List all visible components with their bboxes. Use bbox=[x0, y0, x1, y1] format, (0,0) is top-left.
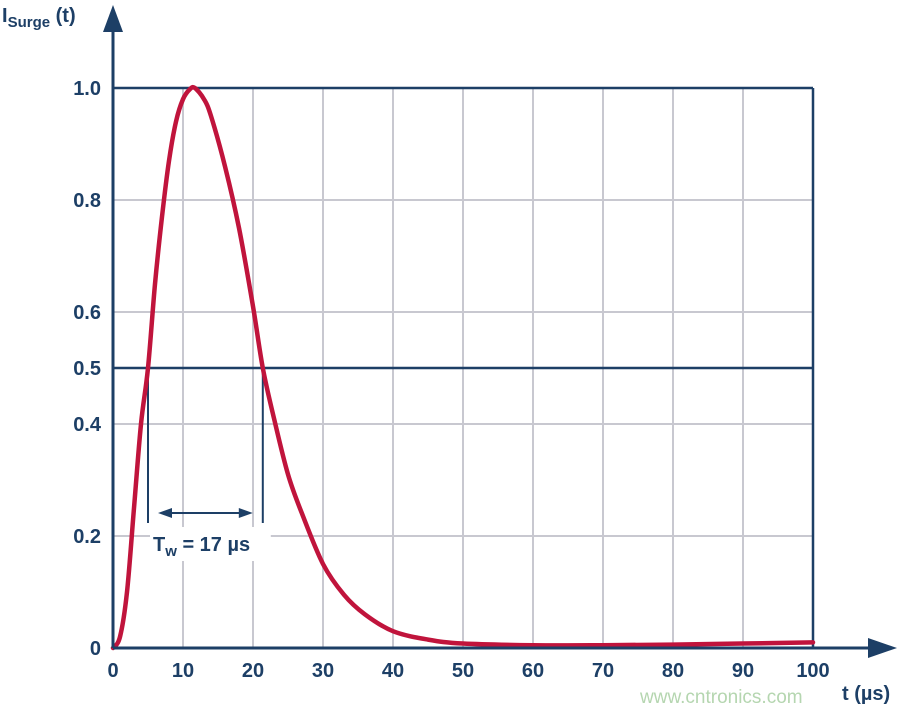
arrow-right-icon bbox=[238, 508, 253, 518]
annotation-label-bg bbox=[150, 527, 271, 561]
x-tick-label: 10 bbox=[172, 660, 194, 682]
x-tick-label: 30 bbox=[312, 660, 334, 682]
x-tick-label: 80 bbox=[662, 660, 684, 682]
watermark: www.cntronics.com bbox=[639, 687, 803, 708]
x-tick-label: 60 bbox=[522, 660, 544, 682]
surge-curve bbox=[110, 84, 816, 651]
y-tick-label: 0.2 bbox=[73, 526, 101, 548]
x-axis-label: t (µs) bbox=[842, 683, 890, 705]
y-axis-label: ISurge (t) bbox=[2, 5, 76, 31]
y-tick-label: 1.0 bbox=[73, 78, 101, 100]
axes bbox=[103, 5, 897, 658]
x-tick-label: 40 bbox=[382, 660, 404, 682]
arrow-left-icon bbox=[158, 508, 172, 518]
y-tick-label: 0.4 bbox=[73, 414, 102, 436]
emphasized-lines bbox=[113, 86, 815, 648]
y-tick-label: 0.8 bbox=[73, 190, 101, 212]
annotation-label: Tw = 17 µs bbox=[153, 534, 250, 560]
y-tick-label: 0 bbox=[90, 638, 101, 660]
y-tick-label: 0.6 bbox=[73, 302, 101, 324]
y-tick-label: 0.5 bbox=[73, 358, 101, 380]
x-tick-label: 50 bbox=[452, 660, 474, 682]
tick-labels: 0 10 20 30 40 50 60 70 80 90 100 0 0.2 0.4 0.5 0.6 0.8 1.… bbox=[73, 78, 830, 682]
x-tick-label: 70 bbox=[592, 660, 614, 682]
x-axis-arrow-icon bbox=[868, 638, 897, 658]
x-tick-label: 20 bbox=[242, 660, 264, 682]
x-tick-label: 0 bbox=[107, 660, 118, 682]
x-tick-label: 90 bbox=[732, 660, 754, 682]
width-annotation: Tw = 17 µs bbox=[147, 368, 271, 561]
x-tick-label: 100 bbox=[796, 660, 829, 682]
y-axis-arrow-icon bbox=[103, 5, 123, 32]
